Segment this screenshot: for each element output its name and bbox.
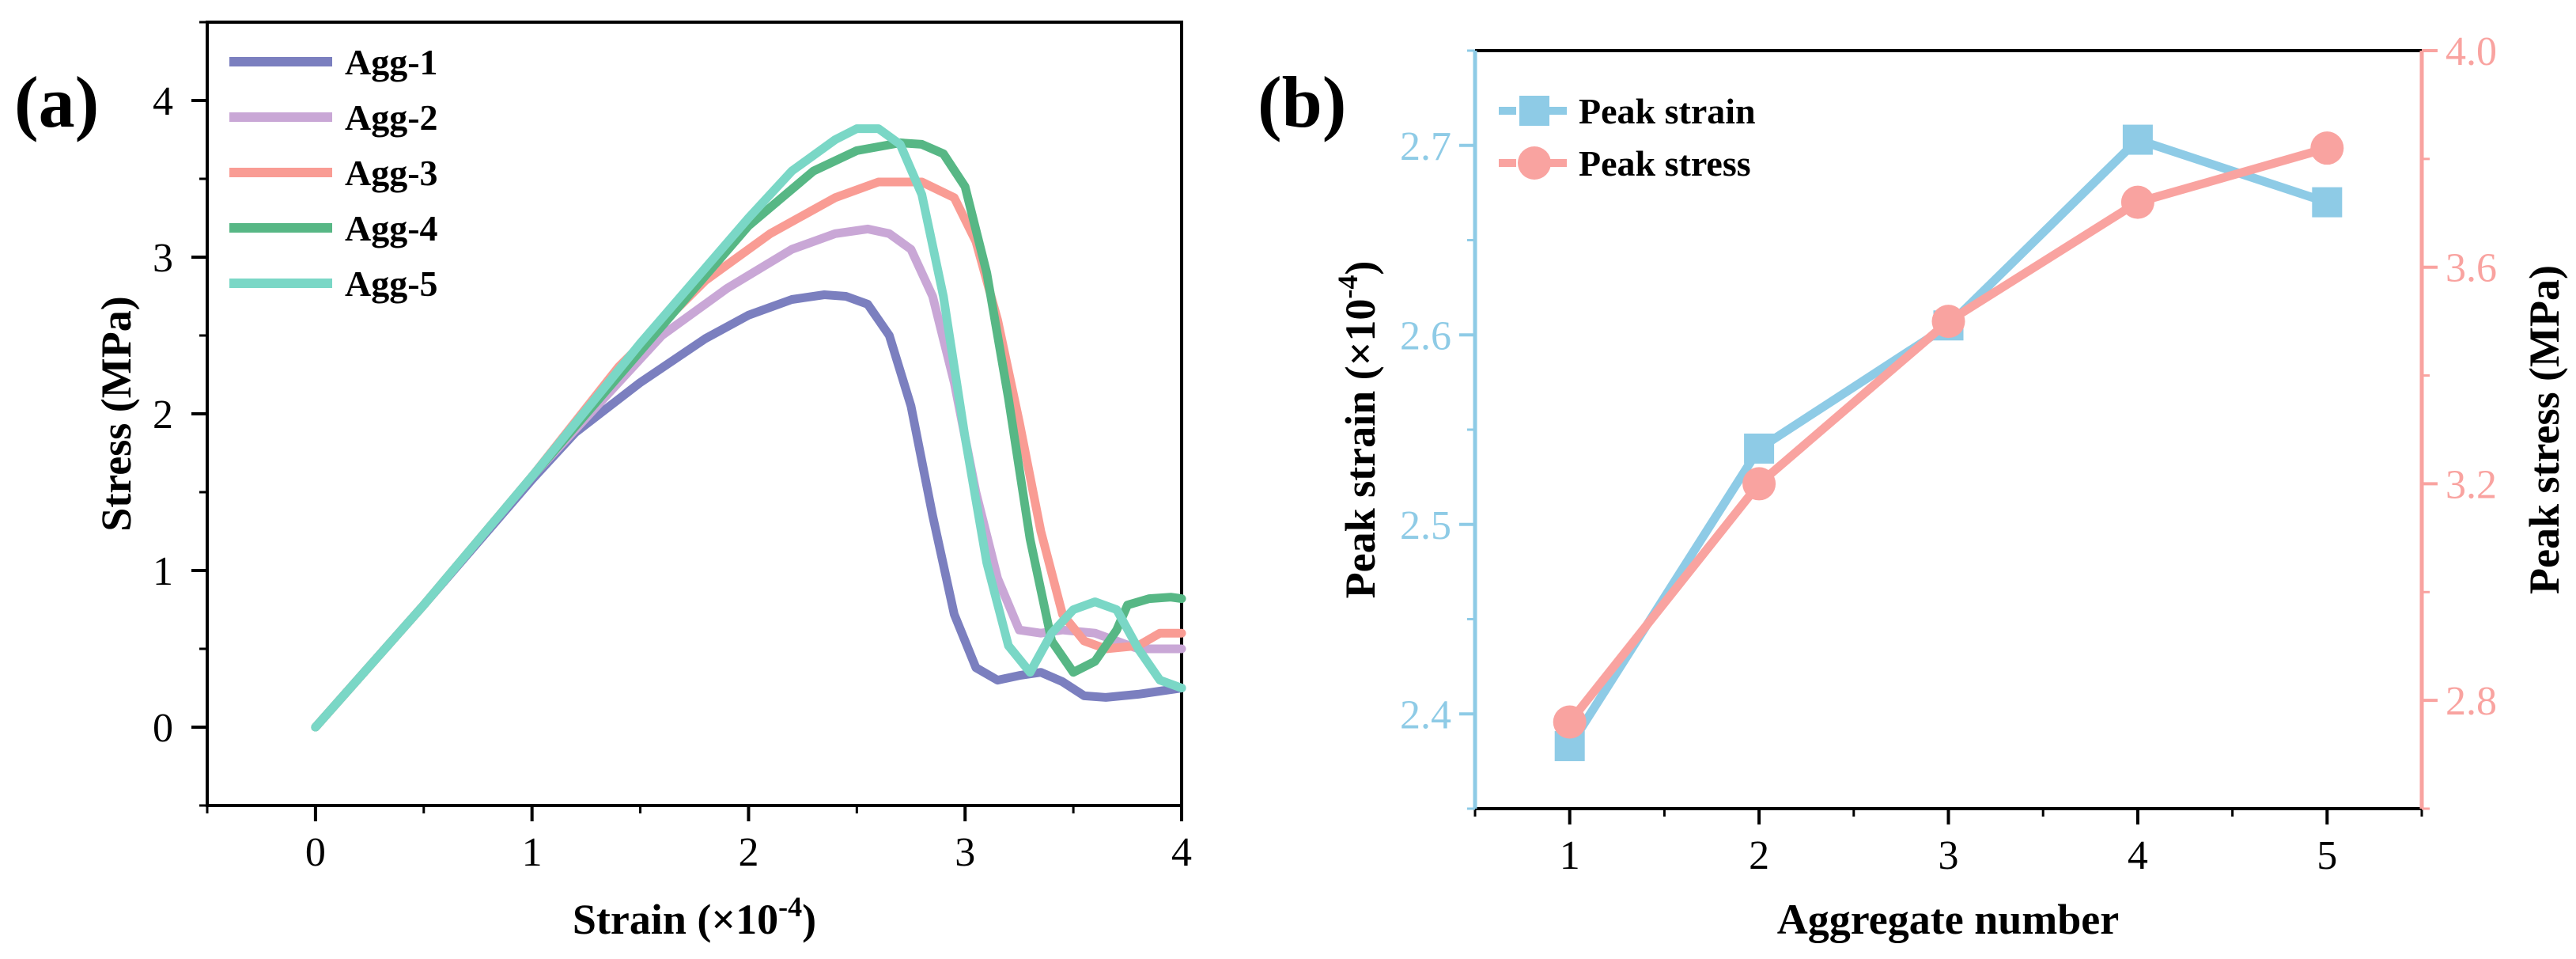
- panel-b-x-tick-label: 4: [2128, 833, 2148, 878]
- panel-b-left-y-axis-title: Peak strain (×10-4): [1332, 261, 1384, 599]
- panel-b-right-y-axis-title: Peak stress (MPa): [2521, 265, 2568, 594]
- panel-b-label: (b): [1258, 62, 1346, 142]
- legend-label-peak-strain: Peak strain: [1579, 91, 1756, 131]
- marker-peak-strain: [1744, 433, 1775, 464]
- legend-label-agg-4: Agg-4: [345, 208, 438, 248]
- panel-b-right-tick-label: 3.2: [2445, 462, 2497, 507]
- panel-b-legend: Peak strain Peak stress: [1499, 91, 1756, 184]
- panel-b-left-tick-label: 2.7: [1400, 124, 1451, 169]
- marker-peak-stress: [1742, 467, 1776, 501]
- panel-a-y-tick-label: 2: [153, 392, 173, 438]
- panel-a-legend: Agg-1 Agg-2 Agg-3 Agg-4 Agg-5: [229, 42, 438, 304]
- panel-b-x-tick-label: 3: [1939, 833, 1959, 878]
- panel-b-right-tick-label: 4.0: [2445, 29, 2497, 74]
- panel-a-y-tick-label: 1: [153, 549, 173, 594]
- panel-b-x-axis-title: Aggregate number: [1777, 896, 2119, 943]
- marker-peak-stress: [2120, 185, 2154, 219]
- panel-a-y-tick-label: 4: [153, 79, 173, 124]
- panel-a-x-tick-label: 0: [305, 830, 326, 875]
- legend-label-peak-stress: Peak stress: [1579, 143, 1751, 184]
- panel-a-ticks: 0 1 2 3 4 0 1 2 3 4: [153, 21, 1192, 875]
- series-line-peak-stress: [1566, 143, 2328, 725]
- panel-b-ticks: 1 2 3 4 5 2.4 2.5 2.6 2.7 2.8 3.2 3.6 4.0: [1400, 29, 2497, 878]
- legend-label-agg-3: Agg-3: [345, 153, 438, 193]
- panel-b-left-tick-label: 2.4: [1400, 692, 1451, 737]
- panel-b-x-tick-label: 1: [1560, 833, 1580, 878]
- legend-label-agg-1: Agg-1: [345, 42, 438, 82]
- series-line-agg-5: [311, 124, 1186, 732]
- panel-b-x-tick-label: 5: [2317, 833, 2337, 878]
- legend-label-agg-5: Agg-5: [345, 263, 438, 304]
- panel-a-y-tick-label: 0: [153, 706, 173, 751]
- marker-peak-stress: [1553, 705, 1587, 739]
- panel-b-right-tick-label: 2.8: [2445, 679, 2497, 724]
- panel-b-right-tick-label: 3.6: [2445, 246, 2497, 291]
- marker-peak-strain: [2312, 187, 2343, 218]
- panel-b-x-tick-label: 2: [1749, 833, 1769, 878]
- panel-a-y-tick-label: 3: [153, 236, 173, 281]
- series-line-agg-2: [311, 224, 1186, 732]
- legend-marker-peak-strain: [1519, 96, 1549, 126]
- marker-peak-strain: [2122, 124, 2153, 155]
- panel-a-x-axis-title: Strain (×10-4): [573, 891, 816, 943]
- panel-b-series: [1553, 124, 2344, 761]
- panel-b-left-tick-label: 2.6: [1400, 313, 1451, 358]
- panel-a-x-tick-label: 4: [1171, 830, 1192, 875]
- panel-a-stress-strain: (a) 0 1 2 3 4 0 1 2 3 4 Agg-1 Agg-2 Agg-3 Agg-4 Agg-5…: [14, 21, 1192, 943]
- legend-marker-peak-stress: [1518, 146, 1551, 180]
- panel-a-x-tick-label: 2: [738, 830, 758, 875]
- panel-b-peak-values: (b) 1 2 3 4 5 2.4 2.5 2.6 2.7 2.8 3.2 3.6 4.0 Peak s…: [1258, 29, 2568, 943]
- legend-label-agg-2: Agg-2: [345, 97, 438, 138]
- panel-a-series-lines: [311, 124, 1186, 732]
- panel-a-y-axis-title: Stress (MPa): [93, 296, 140, 531]
- marker-peak-stress: [2310, 131, 2344, 165]
- panel-a-x-tick-label: 3: [955, 830, 975, 875]
- panel-a-label: (a): [14, 62, 99, 142]
- marker-peak-stress: [1931, 305, 1965, 339]
- panel-b-left-tick-label: 2.5: [1400, 503, 1451, 548]
- panel-a-x-tick-label: 1: [522, 830, 543, 875]
- series-line-agg-1: [311, 290, 1186, 732]
- series-line-peak-strain: [1566, 135, 2329, 749]
